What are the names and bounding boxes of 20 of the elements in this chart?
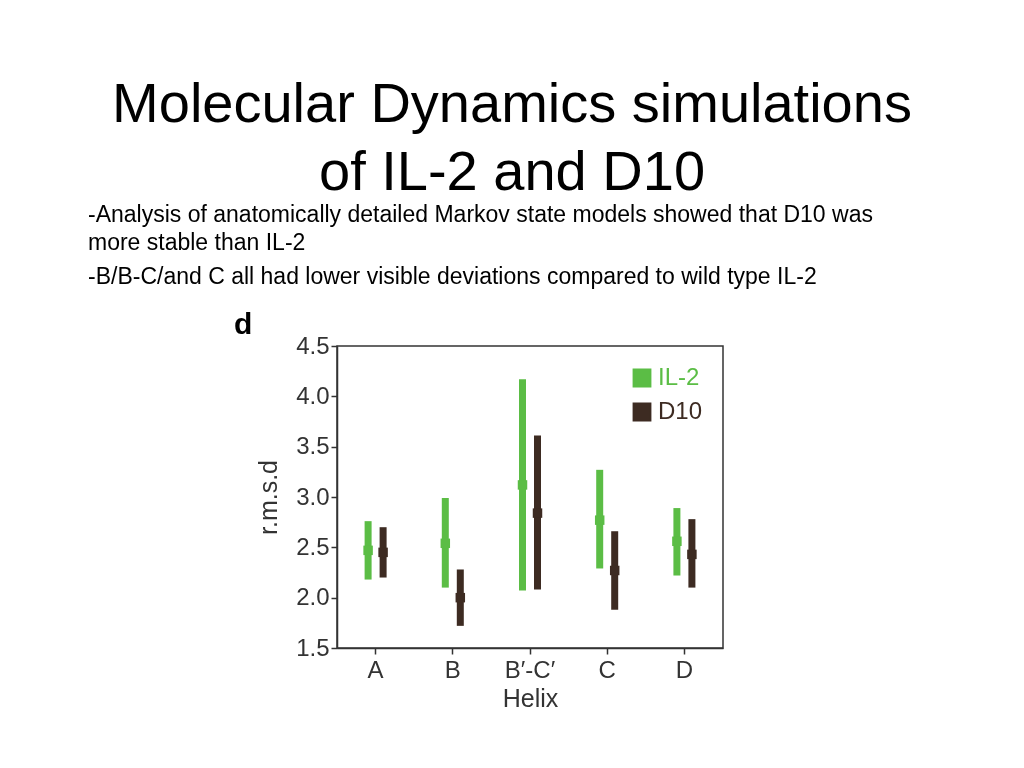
y-tick-label: 4.0	[296, 381, 330, 409]
x-tick-label: A	[367, 655, 384, 683]
x-tick-label: B′-C′	[504, 655, 556, 683]
text: -B/B-C/and C all had lower visible deviations compared to wild type IL-2	[88, 263, 817, 289]
x-axis-title: Helix	[502, 683, 559, 712]
y-tick-label: 2.5	[296, 532, 330, 560]
y-tick-label: 2.0	[296, 583, 330, 611]
x-tick-label: B	[444, 655, 461, 683]
legend-label: D10	[658, 397, 703, 424]
text: -Analysis of anatomically detailed Markov state models showed that D10 was more stable than IL-2	[88, 201, 873, 255]
y-tick-label: 1.5	[296, 633, 330, 661]
y-tick-label: 3.0	[296, 482, 330, 510]
x-tick-label: C	[598, 655, 616, 683]
text: d	[234, 307, 253, 340]
chart-title: Molecular Dynamics simulations of IL-2 and D10	[112, 71, 912, 202]
legend-label: IL-2	[658, 363, 700, 390]
y-tick-label: 4.5	[296, 331, 330, 359]
y-tick-label: 3.5	[296, 432, 330, 460]
y-axis-title: r.m.s.d	[254, 459, 283, 536]
x-tick-label: D	[675, 655, 694, 683]
